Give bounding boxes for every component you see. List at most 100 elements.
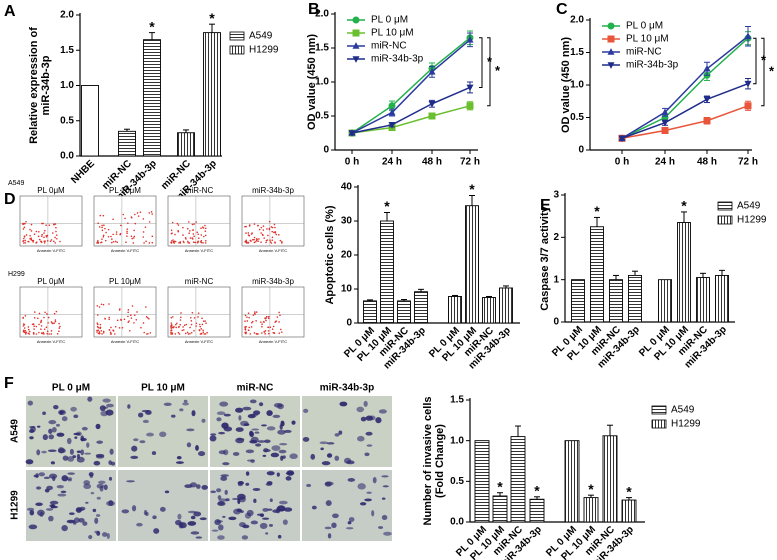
flow-event bbox=[53, 322, 56, 324]
stained-cell bbox=[245, 482, 250, 486]
flow-event bbox=[110, 235, 112, 238]
flow-event bbox=[187, 241, 189, 244]
stained-cell bbox=[223, 426, 233, 432]
plot-title: miR-34b-3p bbox=[252, 277, 294, 286]
flow-event bbox=[53, 240, 55, 243]
y-tick-label: 0 bbox=[346, 318, 352, 329]
stained-cell bbox=[339, 401, 348, 407]
stained-cell bbox=[219, 401, 229, 407]
legend-marker bbox=[352, 16, 360, 24]
flow-event bbox=[142, 231, 145, 233]
x-tick-label: 24 h bbox=[655, 157, 675, 168]
stained-cell bbox=[332, 513, 339, 519]
stained-cell bbox=[223, 449, 229, 456]
stained-cell bbox=[199, 517, 207, 521]
data-point bbox=[428, 100, 436, 108]
flow-event bbox=[58, 330, 60, 333]
stained-cell bbox=[48, 428, 53, 434]
flow-event bbox=[260, 226, 263, 229]
flow-event bbox=[43, 232, 45, 234]
legend-swatch bbox=[229, 45, 245, 55]
stained-cell bbox=[109, 448, 114, 455]
y-tick-label: 1.5 bbox=[315, 43, 329, 54]
flow-event bbox=[121, 326, 124, 329]
flow-event bbox=[32, 332, 35, 335]
stained-cell bbox=[364, 498, 372, 502]
flow-event bbox=[114, 240, 117, 243]
flow-event bbox=[260, 321, 262, 323]
flow-event bbox=[114, 325, 117, 328]
y-tick-label: 1.0 bbox=[60, 80, 74, 91]
stained-cell bbox=[257, 440, 266, 443]
stained-cell bbox=[66, 437, 72, 445]
flow-event bbox=[279, 314, 281, 317]
legend-label: H1299 bbox=[737, 215, 767, 226]
significance: * bbox=[681, 198, 687, 214]
stained-cell bbox=[126, 480, 135, 483]
stained-cell bbox=[142, 419, 149, 424]
flow-event bbox=[132, 242, 135, 244]
flow-event bbox=[102, 330, 105, 333]
flow-event bbox=[30, 230, 33, 232]
flow-event bbox=[267, 315, 270, 318]
stained-cell bbox=[233, 508, 242, 515]
flow-event bbox=[186, 227, 189, 230]
stained-cell bbox=[371, 510, 375, 517]
flow-event bbox=[188, 242, 191, 244]
y-tick-label: 2.0 bbox=[570, 15, 584, 26]
y-axis-label: (Fold Change) bbox=[434, 424, 446, 498]
panel-label: E bbox=[540, 197, 551, 214]
flow-event bbox=[204, 230, 207, 232]
stained-cell bbox=[45, 508, 54, 511]
stained-cell bbox=[269, 498, 273, 503]
flow-event bbox=[23, 327, 26, 329]
bar bbox=[380, 220, 394, 324]
flow-event bbox=[98, 332, 101, 335]
stained-cell bbox=[334, 433, 340, 437]
flow-event bbox=[255, 319, 257, 322]
flow-event bbox=[55, 234, 58, 236]
flow-event bbox=[40, 240, 42, 243]
flow-event bbox=[40, 235, 43, 237]
stained-cell bbox=[201, 485, 208, 490]
stained-cell bbox=[282, 455, 286, 459]
stained-cell bbox=[42, 434, 48, 441]
flow-event bbox=[170, 333, 172, 335]
flow-event bbox=[54, 223, 57, 225]
flow-event bbox=[199, 325, 202, 328]
stained-cell bbox=[259, 522, 268, 529]
stained-cell bbox=[224, 489, 228, 495]
flow-event bbox=[55, 226, 57, 229]
flow-event bbox=[244, 332, 247, 334]
stained-cell bbox=[262, 454, 267, 457]
flow-event bbox=[108, 318, 110, 321]
flow-event bbox=[278, 234, 280, 236]
flow-event bbox=[128, 329, 131, 332]
flow-event bbox=[278, 321, 280, 323]
stained-cell bbox=[357, 483, 366, 490]
stained-cell bbox=[195, 444, 199, 451]
y-tick-label: 3 bbox=[553, 190, 559, 201]
stained-cell bbox=[29, 436, 34, 440]
y-tick-label: 0.5 bbox=[60, 115, 74, 126]
flow-event bbox=[262, 321, 265, 323]
stained-cell bbox=[255, 443, 262, 447]
flow-event bbox=[38, 323, 40, 326]
flow-x-label: Annexin V-FITC bbox=[259, 339, 287, 344]
stained-cell bbox=[326, 442, 335, 445]
stained-cell bbox=[67, 472, 75, 475]
stained-cell bbox=[60, 490, 67, 494]
flow-event bbox=[130, 317, 133, 319]
flow-event bbox=[48, 333, 50, 335]
flow-event bbox=[40, 332, 43, 334]
flow-event bbox=[261, 233, 264, 236]
flow-event bbox=[42, 222, 44, 225]
stained-cell bbox=[35, 502, 43, 507]
stained-cell bbox=[176, 456, 182, 460]
flow-event bbox=[269, 241, 272, 243]
flow-event bbox=[278, 311, 280, 314]
flow-event bbox=[107, 228, 110, 231]
stained-cell bbox=[262, 507, 269, 512]
flow-event bbox=[247, 241, 250, 244]
flow-event bbox=[187, 240, 189, 243]
